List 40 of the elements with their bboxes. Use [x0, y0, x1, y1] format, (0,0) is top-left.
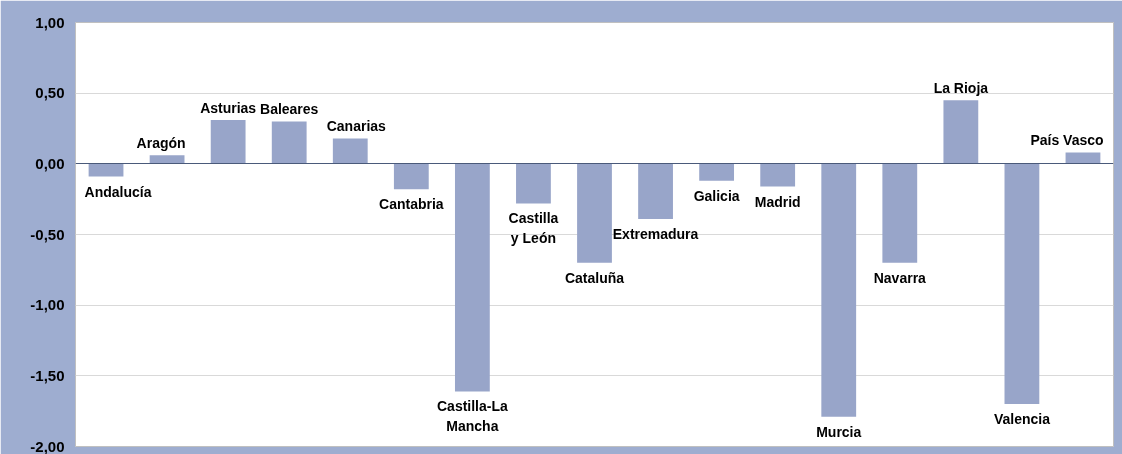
bar [882, 163, 918, 263]
x-tick-label: Castilla y León [508, 210, 559, 247]
x-tick-label: Valencia [993, 411, 1051, 428]
bar [271, 121, 307, 164]
y-tick-label: -1,00 [30, 296, 65, 314]
bar [1004, 163, 1040, 405]
y-tick-label: 0,00 [35, 154, 65, 172]
y-tick-label: 1,00 [35, 13, 65, 31]
x-tick-label: Cantabria [379, 196, 444, 213]
x-tick-label: Galicia [693, 187, 740, 204]
bar [516, 163, 551, 204]
bar [821, 163, 857, 417]
y-tick-label: 0,50 [35, 84, 65, 102]
bar [638, 163, 673, 219]
x-tick-label: Madrid [754, 193, 801, 210]
x-tick-label: Canarias [326, 118, 387, 135]
y-tick-label: -0,50 [30, 225, 65, 243]
x-tick-label: Aragón [136, 135, 186, 152]
y-tick-label: -1,50 [30, 366, 65, 384]
bar [699, 163, 735, 181]
bar [577, 163, 612, 263]
bar [210, 120, 246, 164]
x-tick-label: Navarra [873, 269, 927, 286]
x-tick-label: Castilla-La Mancha [436, 398, 508, 435]
x-tick-label: País Vasco [1030, 132, 1104, 149]
bar [454, 163, 490, 392]
bar [943, 100, 979, 164]
bar [149, 155, 185, 164]
bar [393, 163, 429, 190]
x-tick-label: Murcia [816, 423, 862, 440]
x-tick-label: Baleares [260, 101, 319, 118]
x-tick-label: Andalucía [84, 183, 152, 200]
x-tick-label: Asturias [200, 99, 257, 116]
x-tick-label: Cataluña [564, 269, 625, 286]
y-tick-label: -2,00 [30, 437, 65, 454]
x-tick-label: Extremadura [612, 226, 699, 243]
bar [88, 163, 124, 177]
bar [760, 163, 796, 187]
x-tick-label: La Rioja [933, 79, 989, 96]
bar [332, 138, 368, 164]
